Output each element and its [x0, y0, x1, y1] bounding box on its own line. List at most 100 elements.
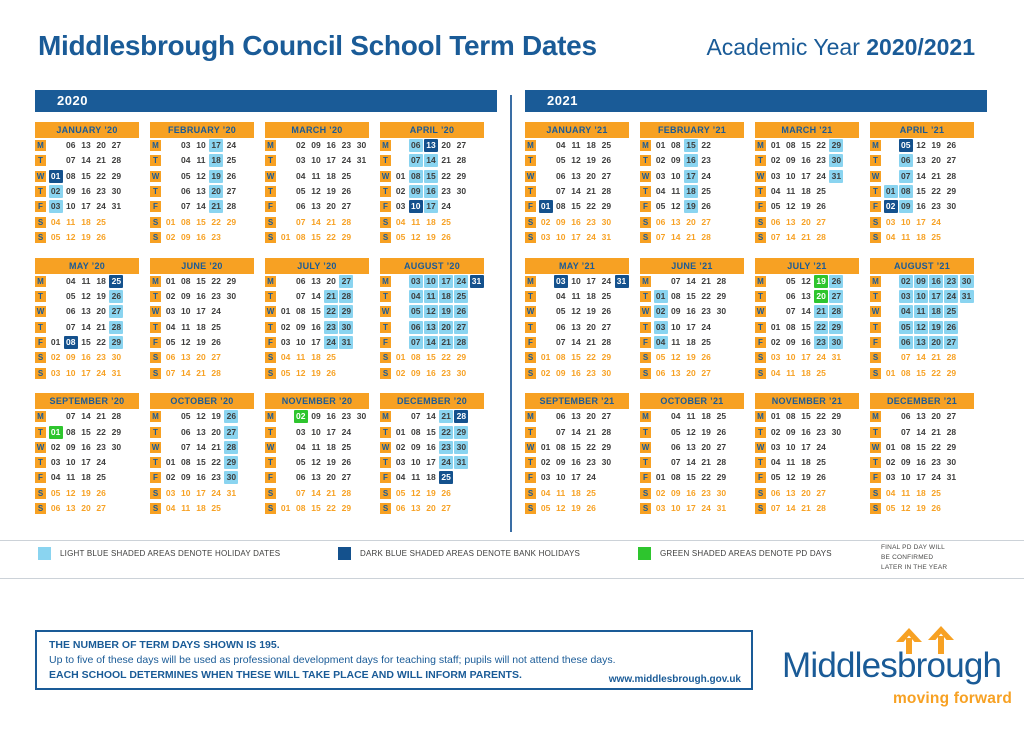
- date-cell: [944, 231, 958, 244]
- date-cell: 24: [816, 170, 826, 181]
- date-slot: 13: [568, 321, 583, 334]
- date-cell: 30: [111, 441, 122, 452]
- date-slot: 06: [553, 321, 568, 334]
- date-slot: [163, 441, 178, 454]
- date-slot: 05: [393, 231, 408, 244]
- date-slot: 11: [178, 502, 193, 515]
- day-row: M 01 08 15 22 29: [755, 409, 859, 424]
- date-slot: 10: [63, 200, 78, 213]
- date-slot: 22: [929, 441, 944, 454]
- date-slot: [829, 487, 844, 500]
- date-slot: 05: [393, 487, 408, 500]
- date-slot: [729, 502, 744, 515]
- date-cell: 20: [586, 170, 596, 181]
- date-slot: 16: [568, 216, 583, 229]
- date-cell: [454, 200, 468, 213]
- date-cell: [599, 487, 613, 500]
- date-slot: 01: [653, 139, 668, 152]
- date-cell: [845, 290, 859, 303]
- date-slot: [614, 154, 629, 167]
- date-cell: 06: [786, 291, 796, 302]
- date-slot: 20: [929, 154, 944, 167]
- date-cell: 04: [408, 290, 423, 304]
- date-cell: [845, 275, 859, 288]
- day-label: S: [755, 352, 766, 364]
- date-cell: 27: [946, 411, 957, 422]
- date-slot: 20: [423, 502, 438, 515]
- date-cell: [279, 200, 293, 213]
- date-cell: 30: [946, 457, 957, 468]
- date-cell: 22: [816, 140, 826, 151]
- date-slot: 28: [109, 410, 124, 423]
- date-slot: [844, 456, 859, 469]
- date-cell: [960, 336, 974, 349]
- date-slot: [614, 336, 629, 349]
- date-slot: [278, 139, 293, 152]
- website-link[interactable]: www.middlesbrough.gov.uk: [608, 674, 741, 685]
- date-cell: 15: [571, 441, 581, 452]
- date-slot: [354, 441, 369, 454]
- date-cell: 13: [66, 503, 76, 514]
- date-cell: 07: [671, 275, 681, 286]
- date-slot: 07: [898, 426, 913, 439]
- date-slot: 28: [454, 154, 469, 167]
- day-row: S 03 10 17 24 31: [35, 365, 139, 380]
- date-cell: [615, 410, 629, 423]
- date-cell: 11: [181, 321, 191, 332]
- date-cell: [355, 441, 369, 454]
- date-slot: 16: [568, 456, 583, 469]
- date-cell: 18: [701, 411, 711, 422]
- date-slot: [278, 185, 293, 198]
- date-slot: 20: [584, 321, 599, 334]
- date-cell: 24: [816, 441, 826, 452]
- day-row: F 01 08 15 22 29: [35, 335, 139, 350]
- date-cell: 05: [556, 155, 566, 166]
- date-cell: [240, 154, 254, 167]
- date-slot: 08: [668, 139, 683, 152]
- date-cell: 24: [211, 306, 221, 317]
- date-slot: 17: [423, 200, 438, 214]
- date-slot: [163, 154, 178, 167]
- date-slot: 29: [714, 471, 729, 484]
- date-slot: 11: [683, 410, 698, 423]
- day-label: T: [380, 186, 391, 198]
- date-slot: 03: [408, 274, 423, 288]
- date-slot: 13: [913, 154, 928, 167]
- legend-note-line: LATER IN THE YEAR: [881, 563, 948, 571]
- date-cell: 24: [441, 201, 451, 212]
- date-cell: 31: [356, 155, 367, 166]
- date-slot: 04: [768, 185, 783, 198]
- date-slot: [239, 185, 254, 198]
- date-cell: 12: [671, 201, 681, 212]
- date-slot: 04: [393, 216, 408, 229]
- date-slot: 26: [699, 200, 714, 213]
- day-label: W: [150, 170, 161, 182]
- date-cell: [539, 185, 553, 198]
- day-row: S 07 14 21 28: [640, 230, 744, 245]
- date-cell: 21: [931, 170, 941, 181]
- date-cell: [470, 336, 484, 349]
- date-slot: 08: [63, 335, 78, 349]
- date-cell: 23: [816, 155, 826, 166]
- date-slot: 19: [929, 320, 944, 334]
- date-slot: 07: [63, 410, 78, 423]
- date-slot: 26: [814, 471, 829, 484]
- date-slot: 13: [913, 335, 928, 349]
- date-slot: 26: [109, 290, 124, 304]
- date-cell: 07: [770, 231, 781, 242]
- date-slot: 29: [109, 426, 124, 439]
- day-label: T: [265, 426, 276, 438]
- date-slot: [538, 139, 553, 152]
- date-slot: 23: [699, 305, 714, 318]
- date-slot: 05: [163, 336, 178, 349]
- date-slot: 12: [913, 139, 928, 152]
- date-cell: [454, 502, 468, 515]
- date-cell: [845, 351, 859, 364]
- day-row: S 01 08 15 22 29: [265, 230, 369, 245]
- date-cell: 15: [801, 411, 811, 422]
- date-slot: 21: [439, 410, 454, 424]
- date-slot: [469, 471, 484, 484]
- day-row: T 01 08 15 22 29: [870, 184, 974, 199]
- date-cell: 17: [81, 367, 91, 378]
- date-slot: 01: [278, 231, 293, 244]
